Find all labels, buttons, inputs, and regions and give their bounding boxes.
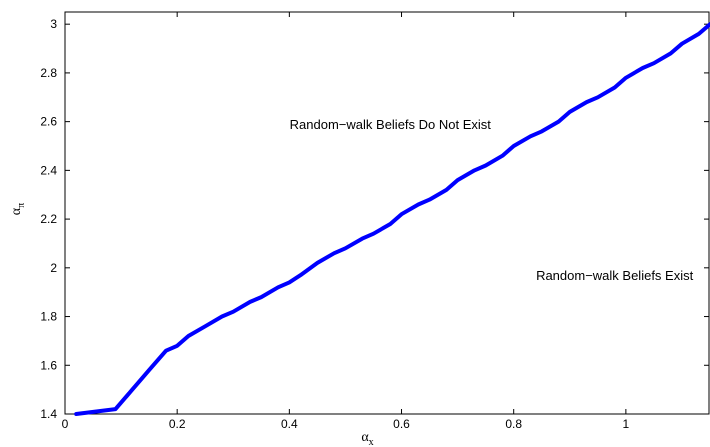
x-axis-label-sub: x	[369, 437, 374, 447]
x-tick-label: 0	[62, 417, 69, 431]
x-axis-label: αx	[361, 430, 373, 447]
x-tick-label: 0.2	[169, 417, 186, 431]
x-tick-label: 0.4	[281, 417, 298, 431]
x-tick-label: 0.6	[393, 417, 410, 431]
series-layer	[74, 22, 710, 416]
y-axis-label: απ	[9, 203, 27, 215]
y-tick-label: 1.4	[40, 407, 57, 421]
y-tick-label: 1.8	[40, 310, 57, 324]
x-tick-label: 0.8	[505, 417, 522, 431]
annotation-text: Random−walk Beliefs Do Not Exist	[290, 117, 492, 132]
y-axis-label-main: α	[9, 207, 24, 215]
y-axis-label-sub: π	[16, 203, 27, 208]
plot-frame	[64, 11, 710, 415]
x-tick-label: 1	[623, 417, 630, 431]
y-tick-label: 2.8	[40, 66, 57, 80]
y-tick-label: 3	[50, 17, 57, 31]
y-tick-label: 2.6	[40, 115, 57, 129]
y-tick-label: 2.4	[40, 163, 57, 177]
y-tick-label: 1.6	[40, 358, 57, 372]
y-tick-label: 2.2	[40, 212, 57, 226]
y-tick-label: 2	[50, 261, 57, 275]
annotation-text: Random−walk Beliefs Exist	[536, 268, 694, 283]
annotations: Random−walk Beliefs Do Not Exist Random−w…	[290, 117, 694, 283]
x-axis-label-main: α	[361, 430, 369, 445]
ticks: 0 0.2 0.4 0.6 0.8 1 1.4 1.6 1.8 2 2.2 2.4 2.6 2.8 3	[40, 12, 709, 431]
series-line	[74, 22, 710, 416]
